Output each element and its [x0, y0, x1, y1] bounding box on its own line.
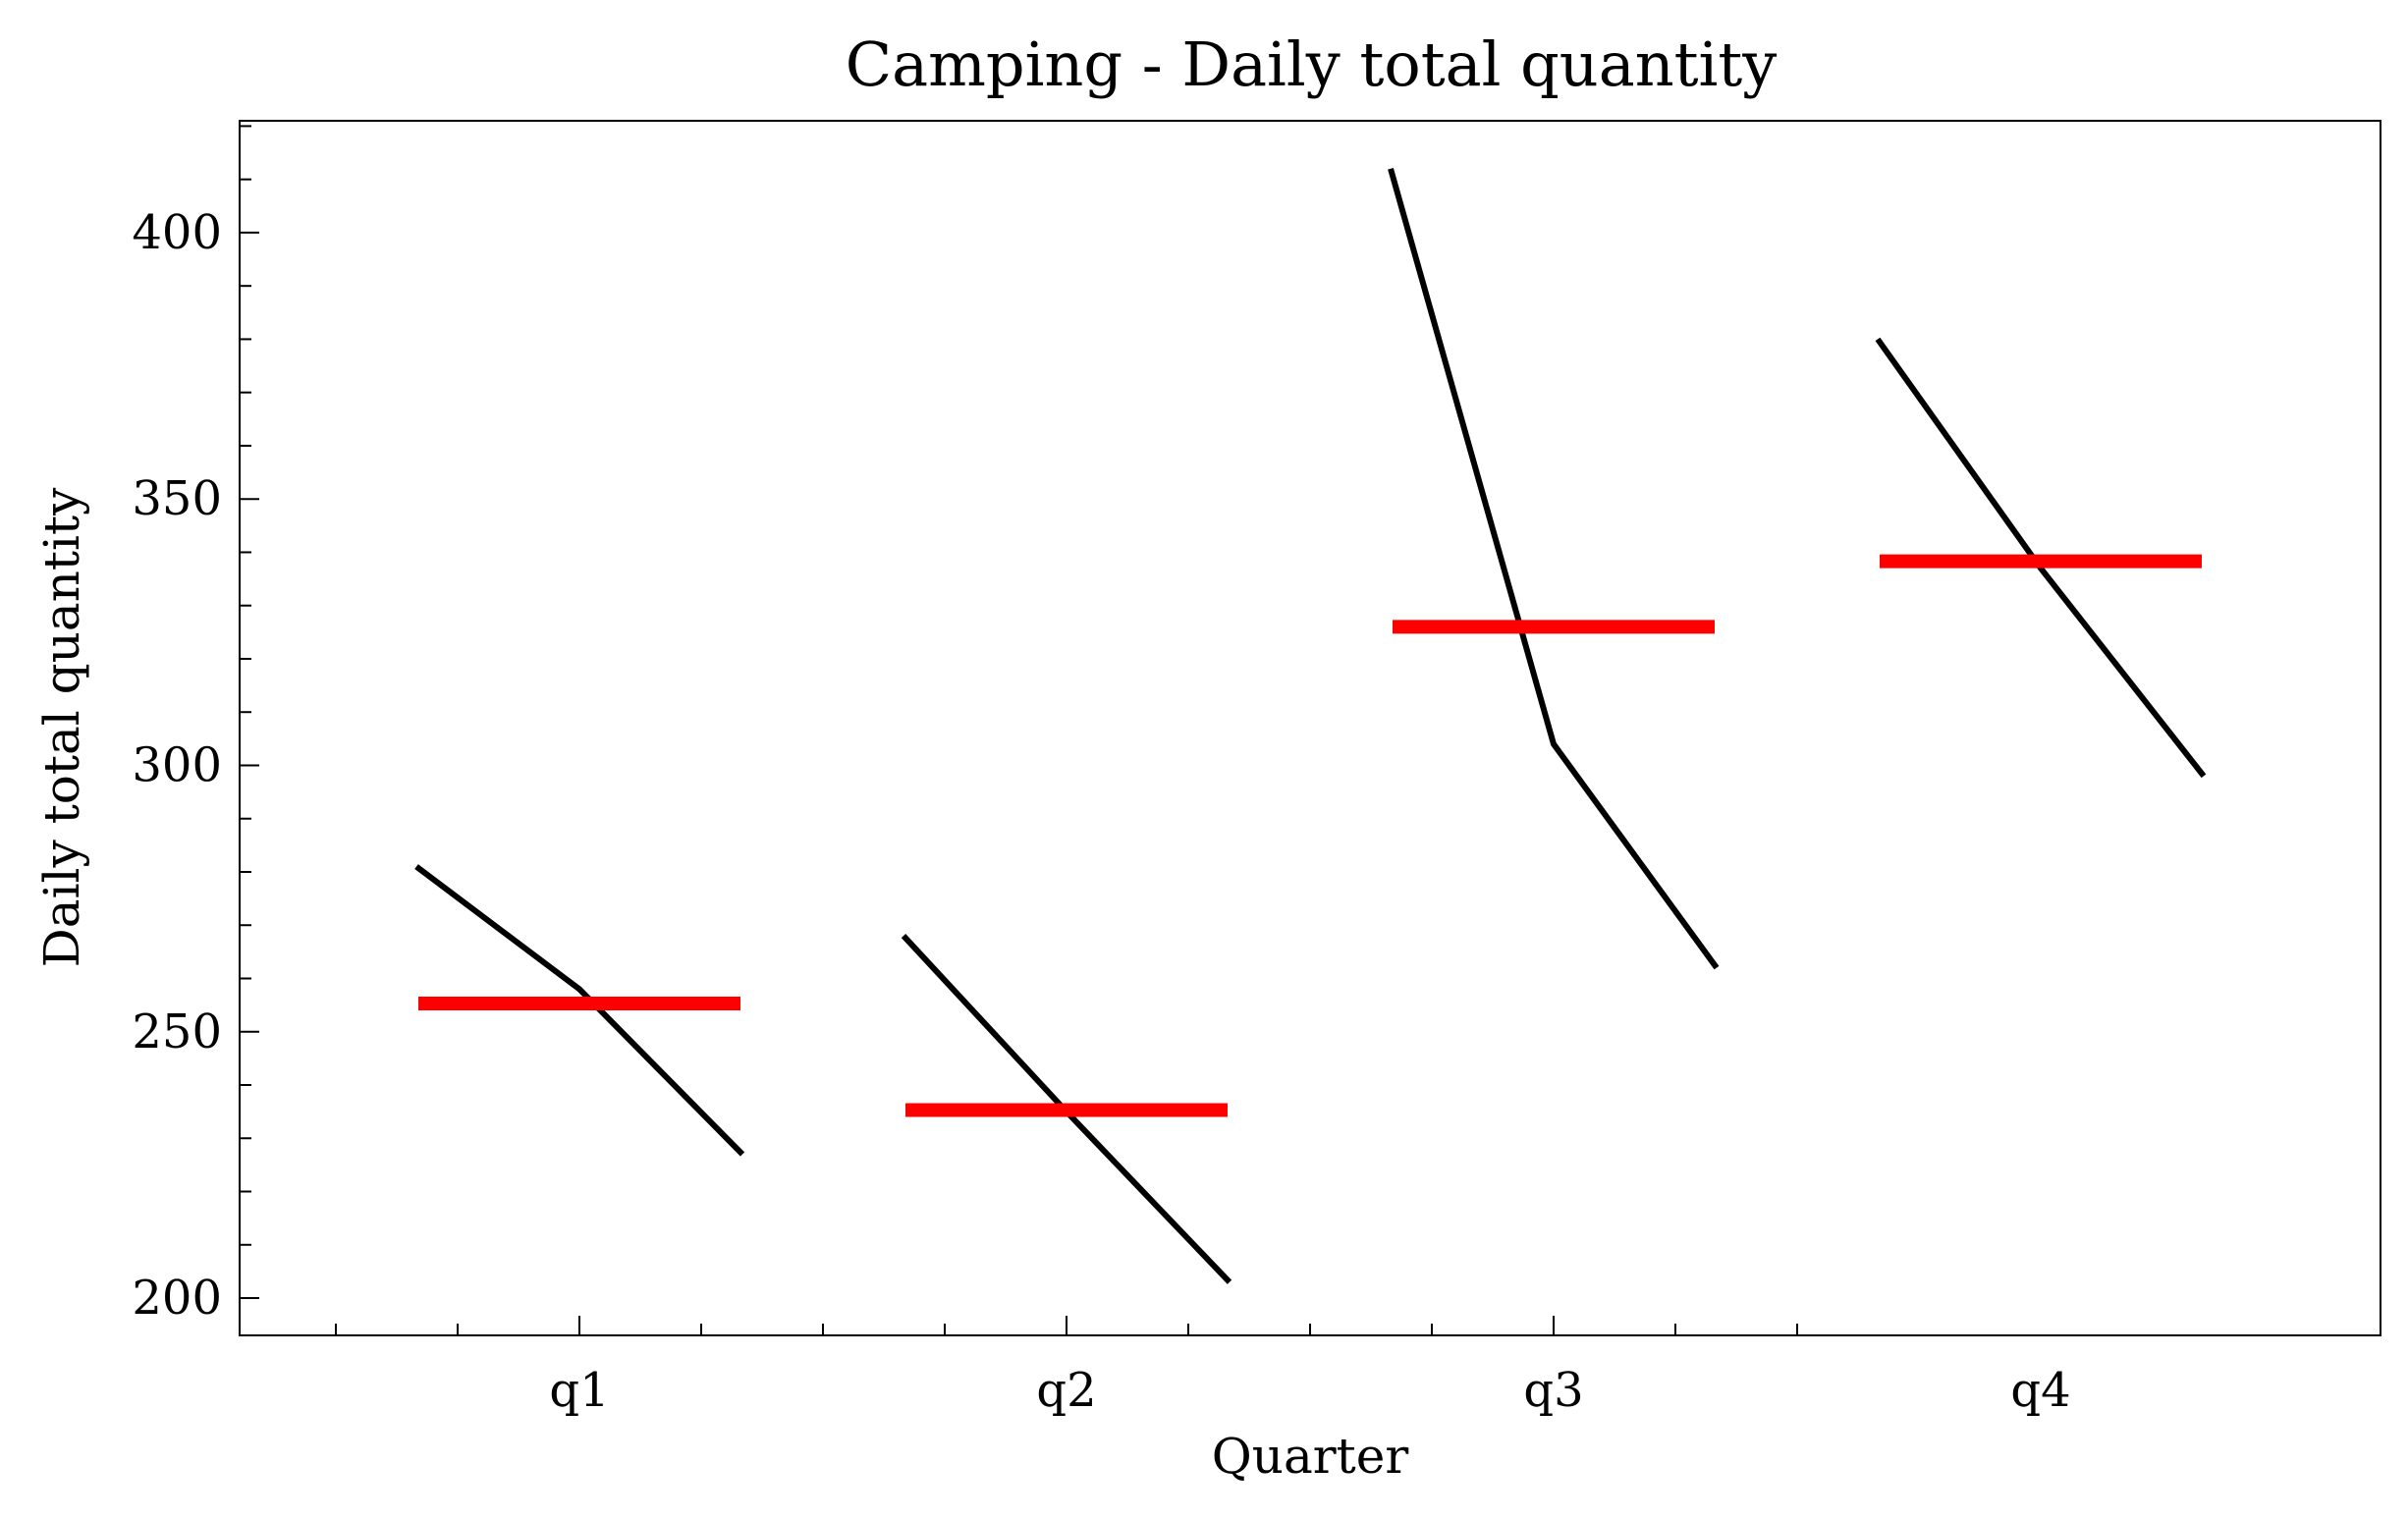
x-axis: q1 q2 q3 q4 [335, 1316, 2071, 1418]
x-tick-label-q4: q4 [2010, 1363, 2070, 1418]
y-tick-label: 400 [132, 205, 222, 260]
plot-area [239, 120, 2381, 1336]
chart-title: Camping - Daily total quantity [846, 28, 1778, 100]
series-line-q1 [414, 864, 745, 1157]
y-axis-label: Daily total quantity [33, 487, 90, 967]
y-tick-label: 200 [132, 1271, 222, 1326]
y-axis: 200 250 300 350 400 [132, 125, 259, 1326]
x-axis-label: Quarter [1212, 1428, 1409, 1485]
y-tick-label: 350 [132, 471, 222, 526]
x-tick-label-q3: q3 [1523, 1363, 1583, 1418]
y-tick-label: 300 [132, 737, 222, 792]
series-line-q3 [1388, 168, 1720, 970]
series-group [414, 168, 2207, 1284]
x-tick-label-q1: q1 [549, 1363, 609, 1418]
x-tick-label-q2: q2 [1036, 1363, 1096, 1418]
series-line-q4 [1875, 337, 2207, 779]
y-tick-label: 250 [132, 1004, 222, 1059]
